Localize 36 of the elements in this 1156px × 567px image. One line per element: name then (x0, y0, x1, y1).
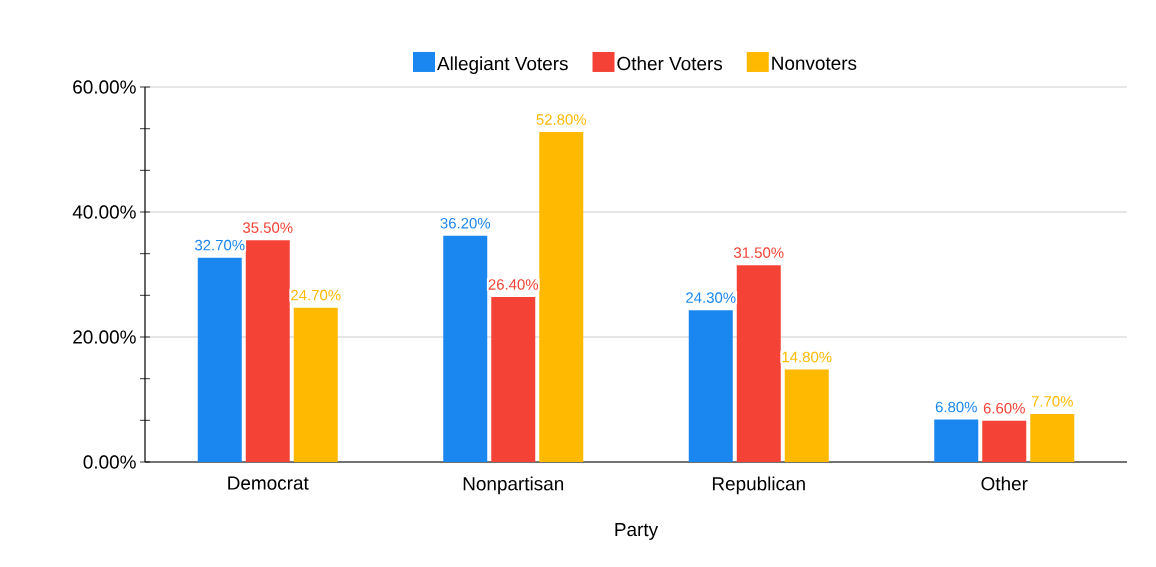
bar (688, 310, 733, 462)
data-label: 6.80% (935, 401, 977, 413)
x-tick-label: Republican (712, 476, 805, 495)
data-label: 36.20% (440, 217, 491, 229)
legend-label: Other Voters (617, 56, 723, 71)
bar (934, 419, 979, 462)
bar (197, 257, 242, 462)
bar (736, 265, 781, 462)
data-label: 35.50% (242, 222, 293, 233)
bar (245, 240, 290, 462)
y-tick-label: 0.00% (83, 455, 136, 469)
data-label: 14.80% (782, 351, 832, 363)
bar (1030, 413, 1075, 462)
legend-label: Allegiant Voters (437, 56, 568, 74)
data-label: 24.70% (291, 289, 341, 301)
bar (539, 132, 584, 462)
data-label: 32.70% (194, 239, 245, 251)
bar (443, 235, 488, 462)
x-axis-title: Party (615, 523, 659, 540)
data-label: 26.40% (488, 279, 539, 290)
y-tick-label: 20.00% (73, 330, 136, 344)
y-tick-label: 60.00% (73, 80, 136, 94)
bar (293, 307, 338, 462)
x-tick-label: Nonpartisan (463, 476, 564, 495)
data-label: 7.70% (1031, 396, 1073, 407)
bar (491, 297, 536, 462)
data-label: 6.60% (983, 402, 1025, 414)
y-tick-label: 40.00% (72, 205, 136, 219)
data-label: 52.80% (536, 114, 587, 125)
bar (784, 369, 829, 462)
bar (982, 420, 1027, 462)
x-tick-label: Democrat (228, 476, 309, 490)
x-tick-label: Other (981, 476, 1028, 491)
legend-label: Nonvoters (772, 56, 857, 70)
data-label: 31.50% (733, 247, 784, 258)
data-label: 24.30% (686, 292, 736, 303)
